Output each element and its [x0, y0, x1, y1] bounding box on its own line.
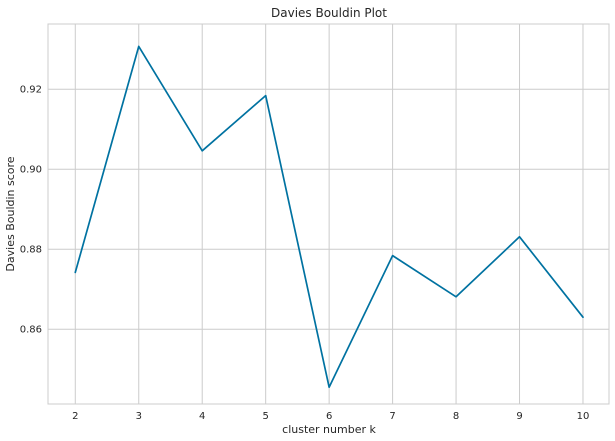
x-tick-labels: 2 3 4 5 6 7 8 9 10	[72, 411, 589, 422]
x-tick-label: 2	[72, 411, 78, 422]
y-tick-label: 0.86	[20, 325, 42, 336]
x-tick-label: 3	[136, 411, 142, 422]
x-tick-label: 8	[453, 411, 459, 422]
y-axis-title: Davies Bouldin score	[4, 156, 17, 271]
chart-title: Davies Bouldin Plot	[271, 6, 387, 20]
x-tick-label: 5	[262, 411, 268, 422]
x-tick-label: 6	[326, 411, 332, 422]
series-line	[74, 45, 584, 389]
y-tick-label: 0.90	[20, 165, 42, 176]
x-tick-label: 10	[577, 411, 590, 422]
y-tick-labels: 0.86 0.88 0.90 0.92	[20, 85, 42, 336]
y-tick-label: 0.88	[20, 245, 42, 256]
series-layer	[74, 45, 584, 389]
x-tick-label: 4	[199, 411, 205, 422]
y-tick-label: 0.92	[20, 85, 42, 96]
x-axis-title: cluster number k	[282, 423, 376, 436]
plot-frame	[47, 23, 610, 405]
x-tick-label: 9	[516, 411, 522, 422]
grid-lines	[48, 24, 609, 404]
x-tick-label: 7	[389, 411, 395, 422]
